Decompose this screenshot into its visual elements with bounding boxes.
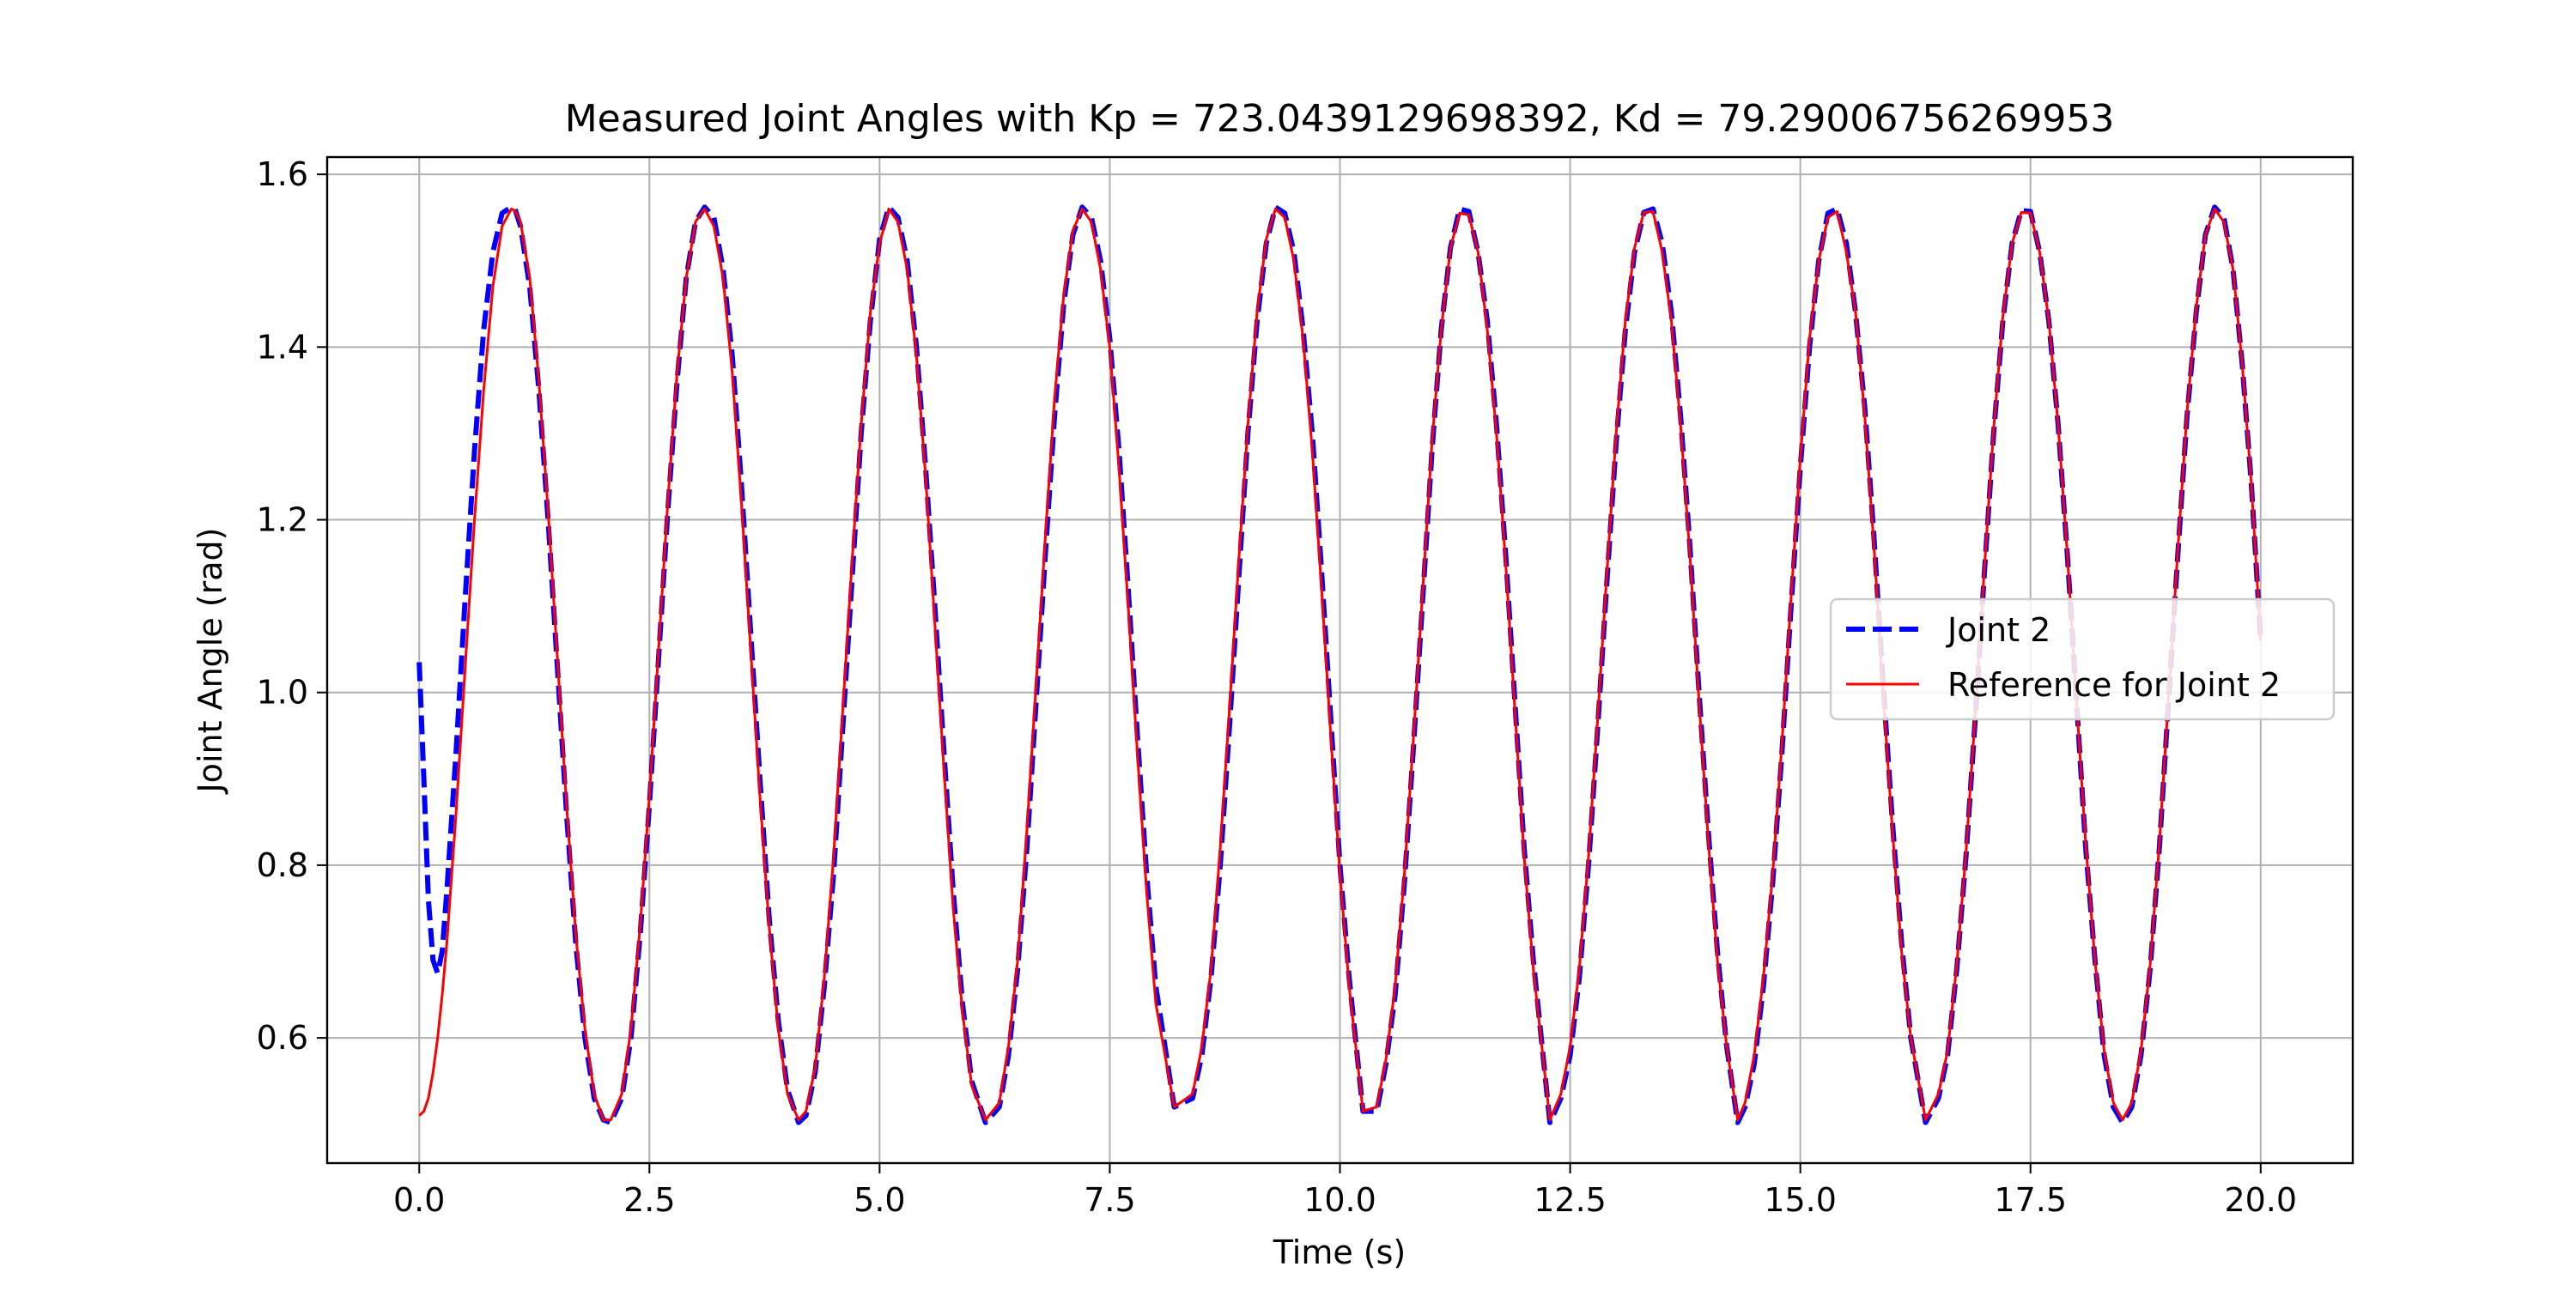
series-line-reference-joint-2 [418, 207, 2263, 1122]
x-tick-label: 5.0 [854, 1181, 905, 1219]
y-axis-label: Joint Angle (rad) [191, 528, 229, 795]
x-tick-label: 0.0 [393, 1181, 445, 1219]
x-tick-label: 2.5 [623, 1181, 675, 1219]
y-tick-label: 1.6 [257, 155, 308, 193]
legend: Joint 2 Reference for Joint 2 [1829, 597, 2336, 721]
y-tick-label: 0.8 [257, 846, 308, 884]
y-tick-label: 1.0 [257, 674, 308, 712]
x-tick-label: 10.0 [1303, 1181, 1376, 1219]
y-tick-label: 0.6 [257, 1019, 308, 1057]
x-tick-label: 17.5 [1994, 1181, 2067, 1219]
legend-label-reference: Reference for Joint 2 [1947, 666, 2281, 704]
x-axis: 0.0 2.5 5.0 7.5 10.0 12.5 15.0 17.5 20.0 [393, 1163, 2297, 1219]
legend-label-joint-2: Joint 2 [1946, 611, 2050, 649]
x-tick-label: 20.0 [2224, 1181, 2297, 1219]
chart-title: Measured Joint Angles with Kp = 723.0439… [565, 97, 2115, 141]
legend-box [1829, 597, 2336, 721]
y-tick-label: 1.4 [257, 328, 308, 366]
y-tick-label: 1.2 [257, 501, 308, 539]
x-tick-label: 12.5 [1534, 1181, 1607, 1219]
x-tick-label: 7.5 [1084, 1181, 1135, 1219]
x-tick-label: 15.0 [1764, 1181, 1837, 1219]
x-axis-label: Time (s) [1273, 1233, 1406, 1271]
series-layer [416, 204, 2263, 1125]
y-axis: 0.6 0.8 1.0 1.2 1.4 1.6 [257, 155, 327, 1057]
